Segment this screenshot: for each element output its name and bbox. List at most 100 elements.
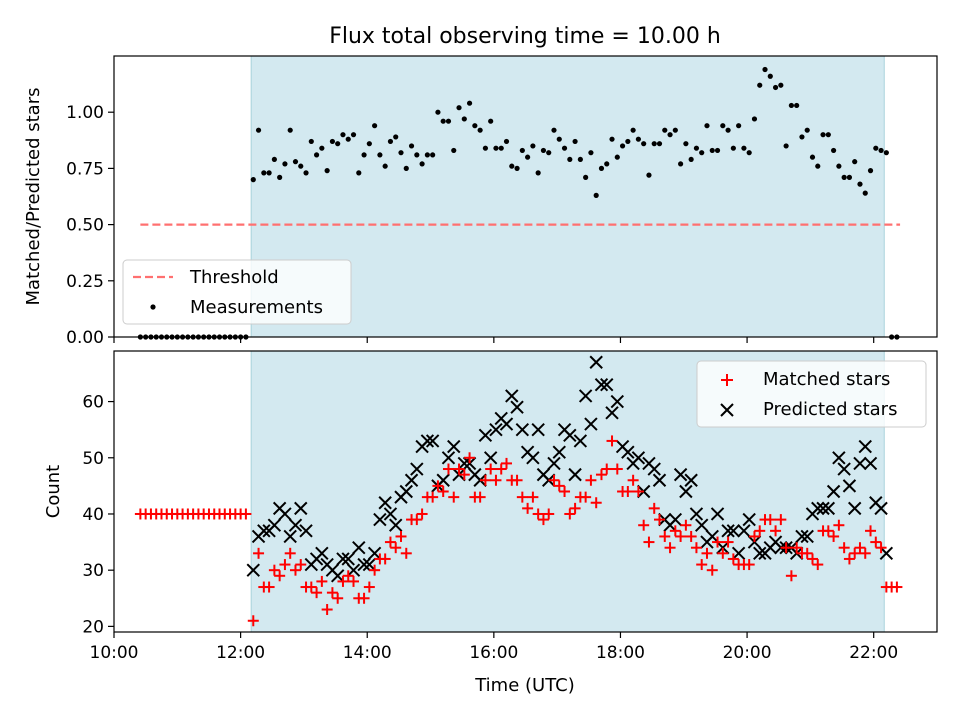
predicted-stars-point [816,501,830,516]
measurement-point [736,123,742,129]
matched-stars-point [648,502,660,514]
top-y-tick-label: 1.00 [66,103,104,123]
legend-predicted-label: Predicted stars [763,399,897,420]
measurement-point [625,138,631,145]
predicted-x-stroke [346,563,361,577]
measurement-point [883,150,889,156]
matched-stars-point [775,514,787,526]
predicted-stars-point [795,529,809,544]
predicted-stars-point [747,535,762,549]
matched-stars-point [680,519,692,531]
predicted-stars-point [847,501,862,516]
predicted-x-stroke [283,529,297,544]
bottom-legend: Matched stars Predicted stars [696,360,927,428]
measurement-point [699,150,705,156]
predicted-x-stroke [710,507,725,521]
measurement-point [514,165,520,171]
top-panel: 0.00 0.25 0.50 0.75 1.00 Matched/Predicted st… [23,55,938,348]
measurement-point [419,161,425,167]
measurement-point [725,127,731,133]
predicted-x-stroke [874,501,888,516]
matched-stars-point [770,525,782,537]
matched-stars-point [548,474,560,486]
measurement-point [588,150,594,156]
measurement-point [488,118,494,124]
measurement-point [878,147,884,154]
predicted-x-stroke [858,439,872,454]
measurement-point [815,163,821,169]
measurement-point [430,152,436,158]
bottom-y-tick-label: 30 [82,561,104,581]
predicted-stars-point [410,462,424,476]
legend-matched-swatch [721,374,733,386]
predicted-x-stroke [483,451,498,465]
predicted-x-stroke [689,507,704,521]
predicted-x-stroke [267,518,282,532]
predicted-x-stroke [573,434,588,448]
predicted-stars-point [330,569,345,583]
matched-stars-point [664,542,676,554]
predicted-stars-point [600,378,614,392]
predicted-stars-point [684,473,698,487]
measurement-point [551,127,557,133]
predicted-x-stroke [410,462,424,476]
measurement-point [451,147,457,154]
predicted-stars-point [552,445,566,459]
matched-stars-point [627,474,639,486]
matched-stars-point [253,547,265,559]
matched-stars-point [284,547,296,559]
measurement-point [493,145,499,151]
matched-stars-point [532,508,544,520]
measurement-point [583,174,589,180]
predicted-stars-point [753,546,767,561]
measurement-point [577,156,583,163]
predicted-x-stroke [505,389,519,403]
predicted-stars-point [478,428,493,443]
matched-stars-point [622,486,634,497]
predicted-x-stroke [721,524,735,538]
matched-stars-point [543,508,555,520]
predicted-x-stroke [336,552,350,566]
predicted-stars-point [863,456,878,471]
matched-stars-point [332,592,344,604]
matched-stars-point [485,463,497,475]
predicted-stars-point [647,462,661,476]
predicted-x-stroke [716,540,730,555]
matched-stars-point [696,559,708,571]
top-y-axis-label: Matched/Predicted stars [23,88,44,306]
matched-stars-point [822,525,834,537]
predicted-x-stroke [832,451,846,465]
predicted-x-stroke [457,456,472,471]
bottom-y-axis-label: Count [43,465,64,518]
matched-stars-point [305,581,317,593]
measurement-point [308,138,314,145]
measurement-point [862,190,868,196]
predicted-x-stroke [389,518,403,532]
predicted-stars-point [673,467,688,482]
measurement-point [767,73,773,79]
measurement-point [266,170,272,176]
matched-stars-point [690,542,702,554]
measurement-point [414,152,420,158]
measurement-point [535,170,541,176]
matched-stars-point [395,530,407,542]
predicted-stars-point [858,439,872,454]
matched-stars-point [580,491,592,503]
matched-stars-point [464,452,476,464]
measurement-point [503,138,510,145]
predicted-x-stroke [357,557,371,572]
matched-stars-point [638,519,650,531]
matched-stars-point [321,604,333,616]
predicted-x-stroke [621,445,635,459]
predicted-stars-point [821,501,836,516]
matched-stars-point [601,463,613,475]
measurement-point [799,134,805,140]
predicted-x-stroke [863,456,878,471]
matched-stars-point [453,463,465,475]
matched-stars-point [559,486,571,497]
predicted-x-stroke [742,512,756,527]
matched-stars-point [865,525,877,537]
measurement-point [345,136,351,142]
predicted-x-stroke [330,569,345,583]
